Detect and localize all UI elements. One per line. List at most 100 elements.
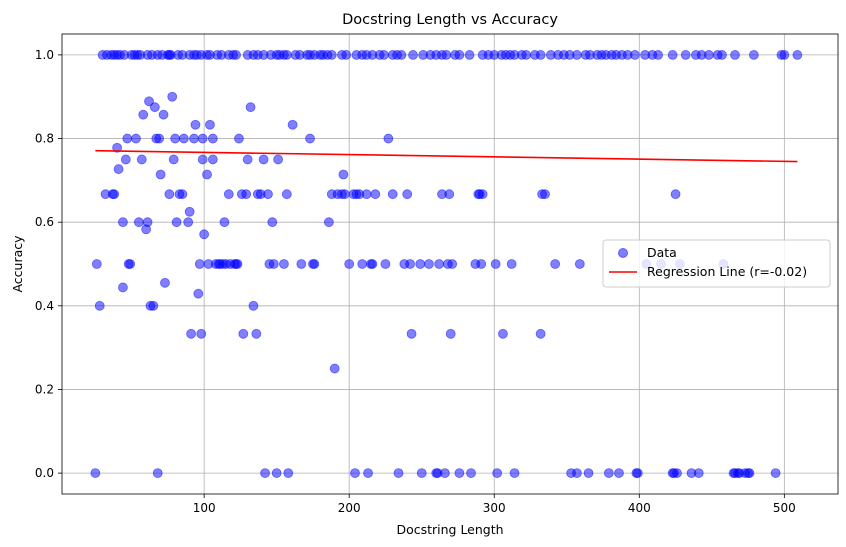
data-point <box>653 50 664 60</box>
data-point <box>416 468 427 478</box>
data-point <box>632 468 643 478</box>
data-point <box>118 282 128 293</box>
data-point <box>670 189 681 200</box>
data-point <box>238 328 249 339</box>
data-point <box>199 229 210 240</box>
data-point <box>454 468 465 478</box>
data-point <box>350 468 360 478</box>
data-point <box>406 328 417 339</box>
data-point <box>574 259 585 269</box>
data-point <box>189 133 199 144</box>
data-point <box>667 50 678 60</box>
data-point <box>535 328 546 339</box>
data-point <box>476 259 487 269</box>
data-point <box>136 154 147 165</box>
x-tick-label: 500 <box>773 501 796 515</box>
data-point <box>109 189 120 200</box>
data-point <box>271 468 282 478</box>
data-point <box>603 468 614 478</box>
data-point <box>680 50 691 60</box>
data-point <box>138 109 149 120</box>
data-point <box>158 109 169 120</box>
x-tick-label: 100 <box>193 501 216 515</box>
data-point <box>171 217 182 228</box>
data-point <box>704 50 714 60</box>
data-point <box>251 328 262 339</box>
data-point <box>287 119 298 130</box>
data-point <box>387 189 398 200</box>
data-point <box>498 328 508 339</box>
data-point <box>748 50 759 60</box>
data-point <box>193 288 204 299</box>
x-tick-label: 400 <box>628 501 651 515</box>
data-point <box>380 259 391 269</box>
x-tick-label: 200 <box>338 501 361 515</box>
data-point <box>184 206 195 217</box>
data-point <box>550 259 561 269</box>
data-point <box>792 50 803 60</box>
data-point <box>131 133 141 144</box>
data-point <box>170 133 181 144</box>
data-point <box>190 119 201 130</box>
data-point <box>770 468 781 478</box>
data-point <box>361 189 372 200</box>
legend-marker-data <box>618 248 628 258</box>
data-point <box>149 102 160 113</box>
data-point <box>268 259 279 269</box>
data-point <box>583 468 594 478</box>
y-tick-label: 0.4 <box>35 299 54 313</box>
data-point <box>744 468 755 478</box>
data-point <box>202 169 212 180</box>
data-point <box>281 189 292 200</box>
regression-line-layer <box>95 149 798 163</box>
data-point <box>155 169 166 180</box>
data-point <box>454 50 465 60</box>
plot-area-frame <box>61 33 839 495</box>
data-point <box>281 50 292 60</box>
data-point <box>125 259 136 269</box>
data-point <box>197 154 208 165</box>
data-points <box>90 50 803 478</box>
data-point <box>730 50 740 60</box>
data-point <box>779 50 790 60</box>
legend-label-regression: Regression Line (r=-0.02) <box>647 264 807 279</box>
data-point <box>444 189 455 200</box>
data-point <box>223 189 234 200</box>
data-point <box>521 50 532 60</box>
data-point <box>120 154 131 165</box>
data-point <box>133 217 144 228</box>
data-point <box>309 259 320 269</box>
data-point <box>152 468 163 478</box>
data-point <box>113 164 124 174</box>
data-point <box>197 133 208 144</box>
data-point <box>94 300 105 311</box>
legend: Data Regression Line (r=-0.02) <box>602 239 831 288</box>
data-point <box>207 154 218 165</box>
data-point <box>148 300 159 311</box>
legend-label-data: Data <box>647 245 677 260</box>
data-point <box>231 50 241 60</box>
data-point <box>506 259 517 269</box>
data-point <box>232 259 243 269</box>
data-point <box>339 189 350 200</box>
regression-line <box>95 149 798 163</box>
data-point <box>168 154 179 165</box>
data-point <box>164 189 175 200</box>
data-point <box>441 50 452 60</box>
data-point <box>535 50 546 60</box>
data-point <box>241 189 252 200</box>
data-point <box>396 50 407 60</box>
data-point <box>572 50 582 60</box>
legend-box <box>602 239 831 288</box>
data-point <box>260 468 270 478</box>
data-point <box>379 50 389 60</box>
data-point <box>440 468 450 478</box>
data-point <box>267 217 278 228</box>
data-point <box>329 363 340 374</box>
data-point <box>245 102 256 113</box>
data-point <box>279 259 289 269</box>
axis-ticks: 100 200 300 400 500 0.0 0.2 0.4 0.6 0.8 1.0 <box>35 48 796 515</box>
data-point <box>424 259 434 269</box>
data-point <box>234 133 244 144</box>
data-point <box>186 328 196 339</box>
